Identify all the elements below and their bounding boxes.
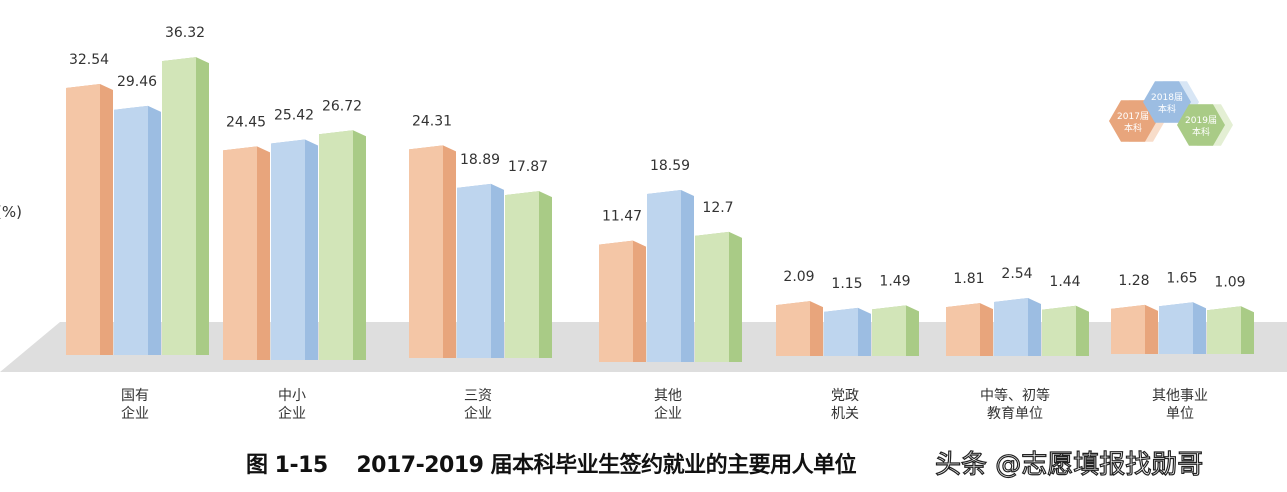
data-label: 29.46 xyxy=(117,74,157,90)
category-label: 三资 xyxy=(464,388,492,404)
data-label: 18.59 xyxy=(650,158,690,174)
legend-label: 本科 xyxy=(1124,122,1142,134)
legend-swatch xyxy=(1177,104,1225,146)
category-label: 其他事业 xyxy=(1152,388,1208,404)
bar xyxy=(946,303,980,356)
data-label: 1.49 xyxy=(879,273,910,289)
data-label: 1.15 xyxy=(831,276,862,292)
bar xyxy=(457,183,491,358)
data-label: 36.32 xyxy=(165,25,205,41)
category-label: 中等、初等 xyxy=(980,387,1050,404)
category-label: 国有 xyxy=(121,388,149,404)
bar xyxy=(1207,306,1241,354)
category-label: 企业 xyxy=(654,405,682,422)
legend-label: 本科 xyxy=(1192,126,1210,138)
data-label: 18.89 xyxy=(460,152,500,168)
category-label: 企业 xyxy=(464,405,492,422)
data-label: 12.7 xyxy=(702,200,733,216)
bar xyxy=(599,240,633,362)
bar xyxy=(994,297,1028,356)
bar xyxy=(647,190,681,362)
bar xyxy=(114,105,148,355)
chart-title: 图 1-15 2017-2019 届本科毕业生签约就业的主要用人单位 xyxy=(246,453,857,478)
bar xyxy=(223,146,257,360)
bar xyxy=(1042,305,1076,356)
data-label: 1.09 xyxy=(1214,274,1245,290)
data-label: 32.54 xyxy=(69,52,109,68)
data-label: 24.31 xyxy=(412,113,452,129)
category-label: 其他 xyxy=(654,388,682,404)
bar xyxy=(505,191,539,358)
category-label: 企业 xyxy=(278,405,306,422)
data-label: 24.45 xyxy=(226,114,266,130)
category-label: 机关 xyxy=(831,406,859,422)
data-label: 1.81 xyxy=(953,271,984,287)
category-label: 党政 xyxy=(831,388,859,404)
legend-label: 2017届 xyxy=(1117,111,1149,122)
bar xyxy=(271,139,305,360)
bar xyxy=(695,231,729,362)
category-label: 中小 xyxy=(278,388,306,404)
category-label: 教育单位 xyxy=(987,406,1043,422)
bar xyxy=(824,307,858,356)
bar xyxy=(776,301,810,356)
bar xyxy=(1111,304,1145,354)
legend-label: 本科 xyxy=(1158,103,1176,115)
bar xyxy=(409,145,443,358)
data-label: 25.42 xyxy=(274,108,314,124)
data-label: 2.54 xyxy=(1001,266,1032,282)
bar xyxy=(319,130,353,360)
category-label: 单位 xyxy=(1166,406,1194,422)
bar xyxy=(162,57,196,356)
bar xyxy=(1159,302,1193,354)
data-label: 1.44 xyxy=(1049,274,1080,290)
bar xyxy=(66,83,100,355)
data-label: 2.09 xyxy=(783,269,814,285)
bar xyxy=(872,305,906,356)
category-label: 企业 xyxy=(121,405,149,422)
data-label: 1.28 xyxy=(1118,273,1149,289)
legend-swatch xyxy=(1143,81,1191,123)
watermark: 头条 @志愿填报找勋哥 xyxy=(934,449,1204,480)
legend-label: 2018届 xyxy=(1151,92,1183,103)
y-axis-label: (%) xyxy=(0,203,22,221)
data-label: 11.47 xyxy=(602,209,642,225)
data-label: 1.65 xyxy=(1166,270,1197,286)
data-label: 17.87 xyxy=(508,159,548,175)
legend-swatch xyxy=(1109,100,1157,142)
data-label: 26.72 xyxy=(322,98,362,114)
legend-label: 2019届 xyxy=(1185,115,1217,126)
